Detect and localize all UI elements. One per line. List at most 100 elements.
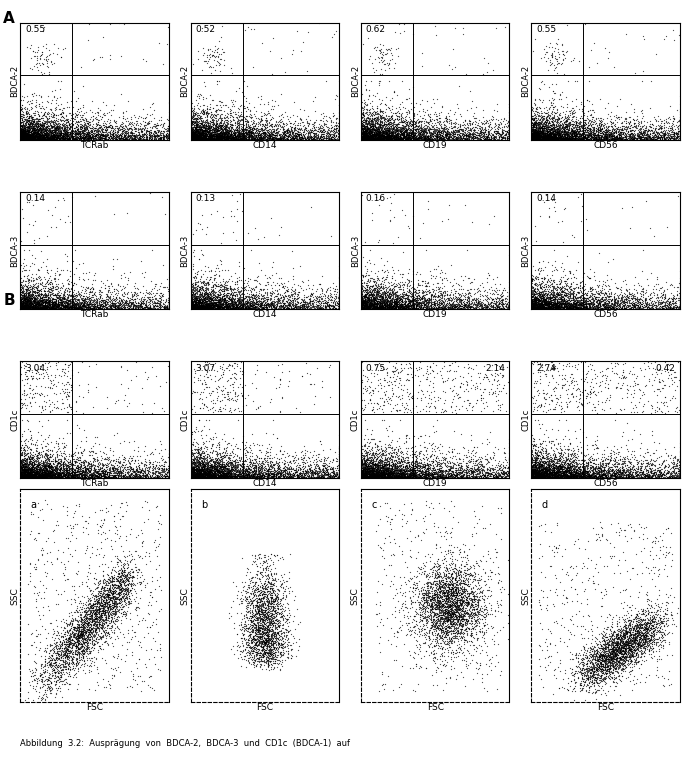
Point <box>273 467 284 479</box>
Point <box>44 461 55 473</box>
Point <box>408 303 419 315</box>
Point <box>425 133 436 145</box>
Point <box>223 463 234 475</box>
Point <box>552 131 563 143</box>
Point <box>543 132 554 144</box>
Point <box>561 302 572 314</box>
Point <box>16 299 27 312</box>
Point <box>550 466 561 478</box>
Point <box>589 641 600 653</box>
Point <box>467 110 478 123</box>
Point <box>445 603 456 615</box>
Point <box>253 469 264 481</box>
Point <box>392 298 403 310</box>
Point <box>367 299 378 311</box>
Point <box>193 361 204 373</box>
Point <box>612 132 623 144</box>
Point <box>266 588 277 600</box>
Point <box>443 302 454 314</box>
Point <box>217 456 227 469</box>
Point <box>208 459 219 472</box>
Point <box>426 130 436 142</box>
Point <box>533 300 544 312</box>
Point <box>242 287 253 299</box>
Point <box>406 123 417 136</box>
Point <box>263 300 274 312</box>
Point <box>583 123 594 136</box>
Point <box>636 622 647 634</box>
Point <box>406 299 417 311</box>
Point <box>530 131 541 143</box>
Point <box>621 661 632 674</box>
Point <box>96 469 107 481</box>
Point <box>72 127 83 139</box>
Point <box>395 133 406 146</box>
Point <box>185 117 196 130</box>
Point <box>542 472 553 484</box>
Point <box>615 664 626 676</box>
Point <box>359 469 370 482</box>
Point <box>359 471 370 483</box>
Point <box>541 644 552 656</box>
Point <box>126 131 137 143</box>
Point <box>199 132 210 144</box>
Point <box>581 471 592 483</box>
Point <box>626 640 637 652</box>
Point <box>216 470 227 482</box>
Point <box>219 122 229 134</box>
Point <box>39 132 50 144</box>
Point <box>227 301 238 313</box>
Point <box>617 467 628 479</box>
Point <box>553 424 564 436</box>
Point <box>544 454 555 466</box>
Point <box>198 130 209 142</box>
Point <box>527 445 538 457</box>
Point <box>530 466 541 479</box>
Point <box>553 216 563 228</box>
Point <box>61 300 72 312</box>
Point <box>38 296 49 309</box>
Point <box>383 112 394 124</box>
Point <box>79 471 89 483</box>
Point <box>423 297 434 309</box>
Point <box>135 466 146 479</box>
Point <box>196 302 207 314</box>
Point <box>404 303 415 315</box>
Point <box>92 527 103 539</box>
Point <box>29 387 40 399</box>
Point <box>105 277 116 290</box>
Point <box>391 463 402 475</box>
Point <box>76 613 87 625</box>
Point <box>27 131 38 143</box>
Point <box>145 299 156 312</box>
Point <box>388 122 399 134</box>
Point <box>545 467 556 479</box>
Point <box>552 115 563 127</box>
Point <box>45 299 56 311</box>
Point <box>126 577 137 589</box>
Point <box>30 120 41 133</box>
Point <box>357 469 368 481</box>
Point <box>324 133 335 145</box>
Point <box>247 302 257 314</box>
Point <box>206 466 217 478</box>
Point <box>125 126 136 139</box>
Point <box>376 297 387 309</box>
Point <box>280 589 291 601</box>
Point <box>66 466 77 478</box>
Point <box>587 301 598 313</box>
Point <box>549 472 560 484</box>
Point <box>650 122 660 134</box>
Point <box>450 301 461 313</box>
Point <box>597 114 608 126</box>
Point <box>387 299 398 312</box>
Point <box>232 465 242 477</box>
Point <box>574 290 585 302</box>
Point <box>362 447 373 459</box>
Point <box>219 472 229 484</box>
Point <box>22 440 33 452</box>
Point <box>538 299 549 312</box>
Point <box>590 683 601 695</box>
Point <box>245 303 256 315</box>
Point <box>60 652 71 664</box>
